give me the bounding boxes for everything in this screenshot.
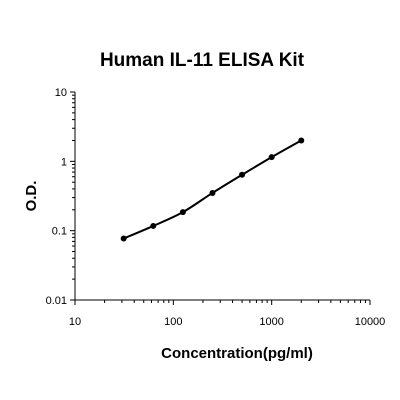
- x-tick-label: 10: [69, 316, 81, 328]
- data-point: [239, 171, 246, 178]
- y-axis-label: O.D.: [23, 181, 40, 212]
- data-point: [179, 209, 186, 216]
- y-tick-label: 10: [55, 87, 67, 99]
- x-axis-label: Concentration(pg/ml): [161, 345, 313, 362]
- y-tick-label: 1: [61, 156, 67, 168]
- x-tick-label: 10000: [355, 316, 386, 328]
- data-point: [298, 137, 305, 144]
- chart-title: Human IL-11 ELISA Kit: [100, 50, 305, 71]
- x-tick-label: 1000: [259, 316, 283, 328]
- plot-area: [74, 92, 370, 301]
- data-point: [150, 222, 157, 229]
- y-axis-ticks: 0.01 0.1 1 10: [46, 87, 75, 307]
- data-points: [120, 137, 305, 242]
- y-tick-label: 0.1: [52, 226, 67, 238]
- data-point: [120, 235, 127, 242]
- x-axis-ticks: 10 100 1000 10000: [69, 300, 385, 328]
- x-tick-label: 100: [164, 316, 182, 328]
- data-point: [209, 189, 216, 196]
- data-point: [268, 154, 275, 161]
- y-tick-label: 0.01: [46, 295, 67, 307]
